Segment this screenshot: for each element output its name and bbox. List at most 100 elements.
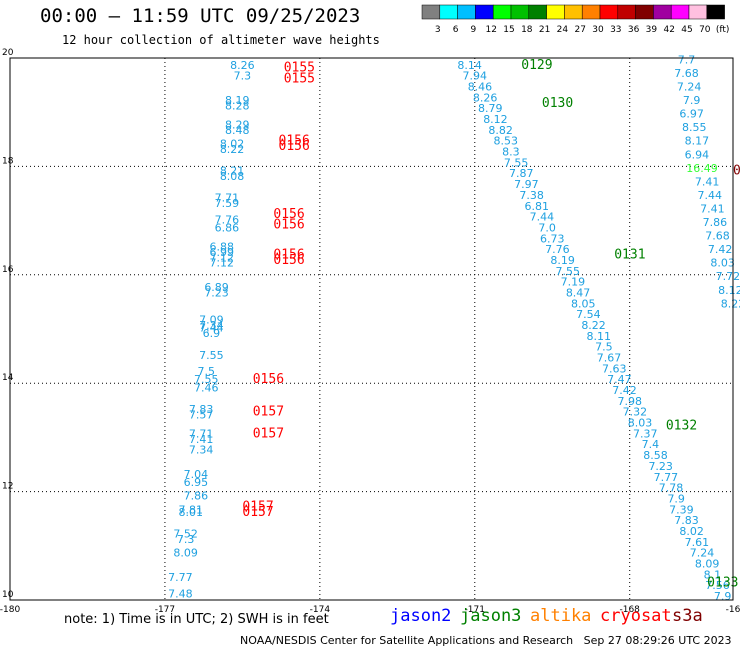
x-tick-label: -16 — [726, 605, 740, 615]
swh-value-label: 7.38 — [519, 189, 544, 202]
swh-value-label: 7.39 — [669, 503, 694, 516]
swh-value-label: 8.02 — [220, 137, 245, 150]
swh-value-label: 7.81 — [179, 503, 204, 516]
swh-value-label: 8.14 — [457, 59, 482, 72]
swh-value-label: 7.42 — [612, 384, 637, 397]
swh-value-label: 7.48 — [168, 587, 193, 600]
swh-value-label: 7.24 — [677, 81, 702, 94]
swh-value-label: 16.49 — [686, 162, 718, 175]
legend-jason3: jason3 — [460, 606, 522, 626]
swh-value-label: 7.98 — [617, 395, 642, 408]
scale-label: 24 — [557, 25, 569, 35]
swh-value-label: 7.59 — [215, 197, 240, 210]
swh-value-label: 7.12 — [209, 251, 234, 264]
scale-label: 27 — [574, 25, 585, 35]
y-tick-label: 20 — [2, 48, 14, 58]
y-tick-label: 12 — [2, 482, 13, 492]
pass-time-label: 0133 — [707, 575, 738, 590]
swh-value-label: 7.55 — [504, 156, 529, 169]
scale-label: 33 — [610, 25, 621, 35]
legend-jason2: jason2 — [390, 606, 452, 626]
swh-value-label: 7.9 — [683, 94, 701, 107]
swh-value-label: 7.61 — [685, 536, 710, 549]
swh-value-label: 6.97 — [679, 108, 704, 121]
swh-value-label: 8.28 — [225, 99, 250, 112]
pass-time-label: 0155 — [284, 71, 315, 86]
swh-value-label: 7.77 — [168, 571, 193, 584]
pass-time-label: 0130 — [542, 96, 573, 111]
swh-value-label: 8.29 — [225, 118, 250, 131]
swh-value-label: 8.58 — [643, 449, 668, 462]
pass-time-label: 0156 — [273, 253, 304, 268]
y-tick-label: 14 — [2, 373, 14, 383]
x-tick-label: -168 — [619, 605, 640, 615]
swh-value-label: 8.02 — [679, 525, 704, 538]
swh-value-label: 7.86 — [703, 216, 728, 229]
swh-value-label: 6.73 — [540, 232, 565, 245]
swh-value-label: 8.22 — [220, 143, 245, 156]
swh-value-label: 7.9 — [714, 590, 732, 603]
swh-value-label: 7.76 — [545, 243, 570, 256]
swh-value-label: 7.5 — [595, 341, 613, 354]
swh-value-label: 7.37 — [633, 427, 658, 440]
footer-credit: NOAA/NESDIS Center for Satellite Applica… — [240, 634, 732, 647]
swh-value-label: 8.11 — [586, 330, 611, 343]
swh-value-label: 7.72 — [716, 270, 740, 283]
swh-value-label: 7.67 — [597, 352, 622, 365]
swh-value-label: 8.53 — [494, 135, 519, 148]
scale-label: 15 — [503, 25, 514, 35]
swh-value-label: 7.41 — [700, 202, 725, 215]
swh-value-label: 7.46 — [194, 381, 219, 394]
swh-value-label: 7.86 — [184, 490, 209, 503]
pass-time-label: 0132 — [666, 418, 697, 433]
pass-time-label: 0157 — [253, 426, 284, 441]
swh-value-label: 7.83 — [189, 403, 214, 416]
pass-time-label: 0157 — [242, 505, 273, 520]
swh-value-label: 8.46 — [468, 81, 493, 94]
swh-value-label: 8.55 — [682, 121, 707, 134]
swh-value-label: 7.44 — [530, 211, 555, 224]
pass-time-label: 0901 — [733, 164, 740, 179]
footer-note: note: 1) Time is in UTC; 2) SWH is in fe… — [64, 612, 329, 627]
pass-time-label: 0156 — [273, 207, 304, 222]
swh-value-label: 6.9 — [203, 327, 221, 340]
x-tick-label: -177 — [155, 605, 175, 615]
legend-cryosat: cryosat — [600, 606, 672, 626]
swh-value-label: 7.44 — [698, 189, 723, 202]
swh-value-label: 8.22 — [581, 319, 606, 332]
pass-time-label: 0156 — [279, 134, 310, 149]
swh-value-label: 7.3 — [177, 533, 195, 546]
y-tick-label: 16 — [2, 265, 14, 275]
swh-value-label: 8.12 — [483, 113, 508, 126]
swh-value-label: 8.79 — [478, 102, 503, 115]
swh-value-label: 7.44 — [199, 322, 224, 335]
swh-value-label: 7.12 — [209, 257, 234, 270]
swh-value-label: 7.52 — [173, 528, 198, 541]
swh-value-label: 7.04 — [184, 468, 209, 481]
swh-value-label: 7.76 — [215, 213, 240, 226]
swh-value-label: 7.9 — [667, 492, 685, 505]
pass-time-label: 0131 — [614, 248, 645, 263]
swh-value-label: 6.95 — [184, 476, 209, 489]
swh-value-label: 7.32 — [623, 406, 648, 419]
scale-label: 42 — [663, 25, 674, 35]
swh-value-label: 6.89 — [204, 281, 229, 294]
y-tick-label: 10 — [2, 590, 14, 600]
pass-time-label: 0155 — [284, 61, 315, 76]
swh-value-label: 6.81 — [525, 200, 550, 213]
swh-value-label: 8.12 — [718, 284, 740, 297]
swh-value-label: 7.34 — [189, 444, 214, 457]
swh-value-label: 7.3 — [234, 70, 252, 83]
swh-value-label: 7.71 — [189, 427, 214, 440]
page-title: 00:00 – 11:59 UTC 09/25/2023 — [40, 5, 361, 27]
swh-value-label: 7.68 — [705, 230, 730, 243]
legend-altika: altika — [530, 606, 592, 626]
scale-swatch — [706, 4, 725, 20]
legend-s3a: s3a — [672, 606, 703, 626]
page-subtitle: 12 hour collection of altimeter wave hei… — [62, 33, 380, 47]
pass-time-label: 0156 — [279, 139, 310, 154]
swh-value-label: 7.94 — [463, 70, 488, 83]
swh-value-label: 7.19 — [561, 276, 586, 289]
swh-value-label: 8.19 — [550, 254, 575, 267]
swh-value-label: 7.4 — [642, 438, 660, 451]
